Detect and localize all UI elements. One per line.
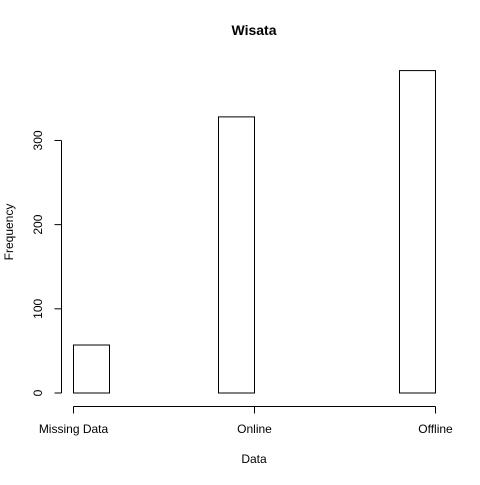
y-axis-label: Frequency [2,204,16,261]
x-axis-label: Data [241,452,267,466]
plot-area: Missing Data Online Offline 0 100 200 300 [31,70,453,436]
bar-0 [73,344,110,394]
x-tick-label-1: Online [237,422,272,436]
y-tick-label-2: 200 [31,214,45,234]
bar-1 [218,116,255,394]
y-tick-label-3: 300 [31,130,45,150]
bar-2 [399,70,436,394]
x-tick-label-0: Missing Data [39,422,109,436]
y-tick-label-0: 0 [31,389,45,396]
x-tick-label-2: Offline [418,422,453,436]
chart-title: Wisata [231,22,276,38]
y-tick-label-1: 100 [31,298,45,318]
